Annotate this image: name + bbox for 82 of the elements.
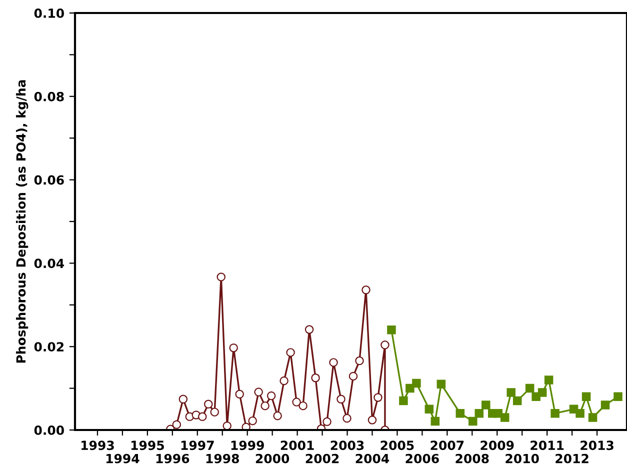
point xyxy=(576,408,584,418)
point xyxy=(172,420,182,429)
point xyxy=(198,412,207,422)
point xyxy=(292,398,301,406)
point xyxy=(582,392,591,402)
point xyxy=(260,401,270,410)
point xyxy=(500,413,510,422)
point xyxy=(304,325,314,334)
y-tick-label: 0.02 xyxy=(34,342,64,352)
point xyxy=(387,326,396,334)
x-tick-label: 2003 xyxy=(330,440,364,450)
point xyxy=(222,421,232,430)
point xyxy=(254,388,263,396)
point xyxy=(368,416,377,424)
point xyxy=(178,394,188,404)
point xyxy=(298,401,308,410)
point xyxy=(412,378,421,388)
x2-tick-label: 1994 xyxy=(106,454,140,464)
x-tick-label: 1997 xyxy=(181,440,214,450)
x2-tick-label: 2012 xyxy=(556,454,588,464)
point xyxy=(406,384,414,393)
point xyxy=(216,272,226,282)
x-tick-label: 2005 xyxy=(380,440,414,450)
point xyxy=(204,400,213,409)
point xyxy=(399,396,408,406)
y-axis-title: Phosphorous Deposition (as PO4), kg/ha xyxy=(16,80,28,363)
point xyxy=(538,388,547,397)
point xyxy=(229,343,238,352)
x-tick-label: 2007 xyxy=(430,440,464,450)
point xyxy=(329,358,338,367)
point xyxy=(525,384,534,393)
y-tick-label: 0.06 xyxy=(34,175,64,185)
y-tick-label: 0.10 xyxy=(34,8,64,18)
x-tick-label: 1995 xyxy=(131,440,164,450)
x-tick-label: 2009 xyxy=(480,440,514,450)
y-tick-label: 0.08 xyxy=(34,92,64,102)
point xyxy=(210,408,219,416)
point xyxy=(235,390,244,399)
point xyxy=(424,404,434,414)
x2-tick-label: 2004 xyxy=(356,454,390,464)
x2-tick-label: 2000 xyxy=(256,454,290,464)
y-tick-label: 0.04 xyxy=(34,258,64,268)
point xyxy=(380,340,390,350)
point xyxy=(544,376,554,384)
point xyxy=(248,416,257,426)
x-tick-label: 1993 xyxy=(81,440,114,450)
point xyxy=(374,393,382,402)
point xyxy=(342,414,352,423)
x2-tick-label: 1996 xyxy=(156,454,190,464)
point xyxy=(550,408,560,418)
point xyxy=(456,408,465,418)
point xyxy=(348,372,358,381)
point xyxy=(588,413,598,422)
point xyxy=(280,376,288,386)
point xyxy=(430,416,440,426)
point xyxy=(436,380,446,389)
x2-tick-label: 2008 xyxy=(456,454,489,464)
x2-tick-label: 2010 xyxy=(506,454,539,464)
x2-tick-label: 2002 xyxy=(306,454,339,464)
y-tick-label: 0.00 xyxy=(34,425,64,435)
point xyxy=(286,348,295,357)
point xyxy=(355,356,364,366)
x2-tick-label: 2006 xyxy=(406,454,439,464)
point xyxy=(506,388,516,397)
x-tick-label: 1999 xyxy=(231,440,264,450)
point xyxy=(600,400,610,410)
point xyxy=(242,422,250,430)
point xyxy=(266,391,276,400)
x2-tick-label: 1998 xyxy=(206,454,239,464)
point xyxy=(614,392,622,402)
point xyxy=(474,408,484,418)
point xyxy=(468,416,478,426)
point xyxy=(322,417,332,426)
point xyxy=(273,411,282,420)
point xyxy=(512,396,522,406)
point xyxy=(362,286,370,294)
x-tick-label: 2013 xyxy=(580,440,614,450)
point xyxy=(482,400,490,410)
point xyxy=(336,394,346,404)
x-tick-label: 2001 xyxy=(280,440,314,450)
point xyxy=(311,374,320,382)
x-tick-label: 2011 xyxy=(530,440,564,450)
